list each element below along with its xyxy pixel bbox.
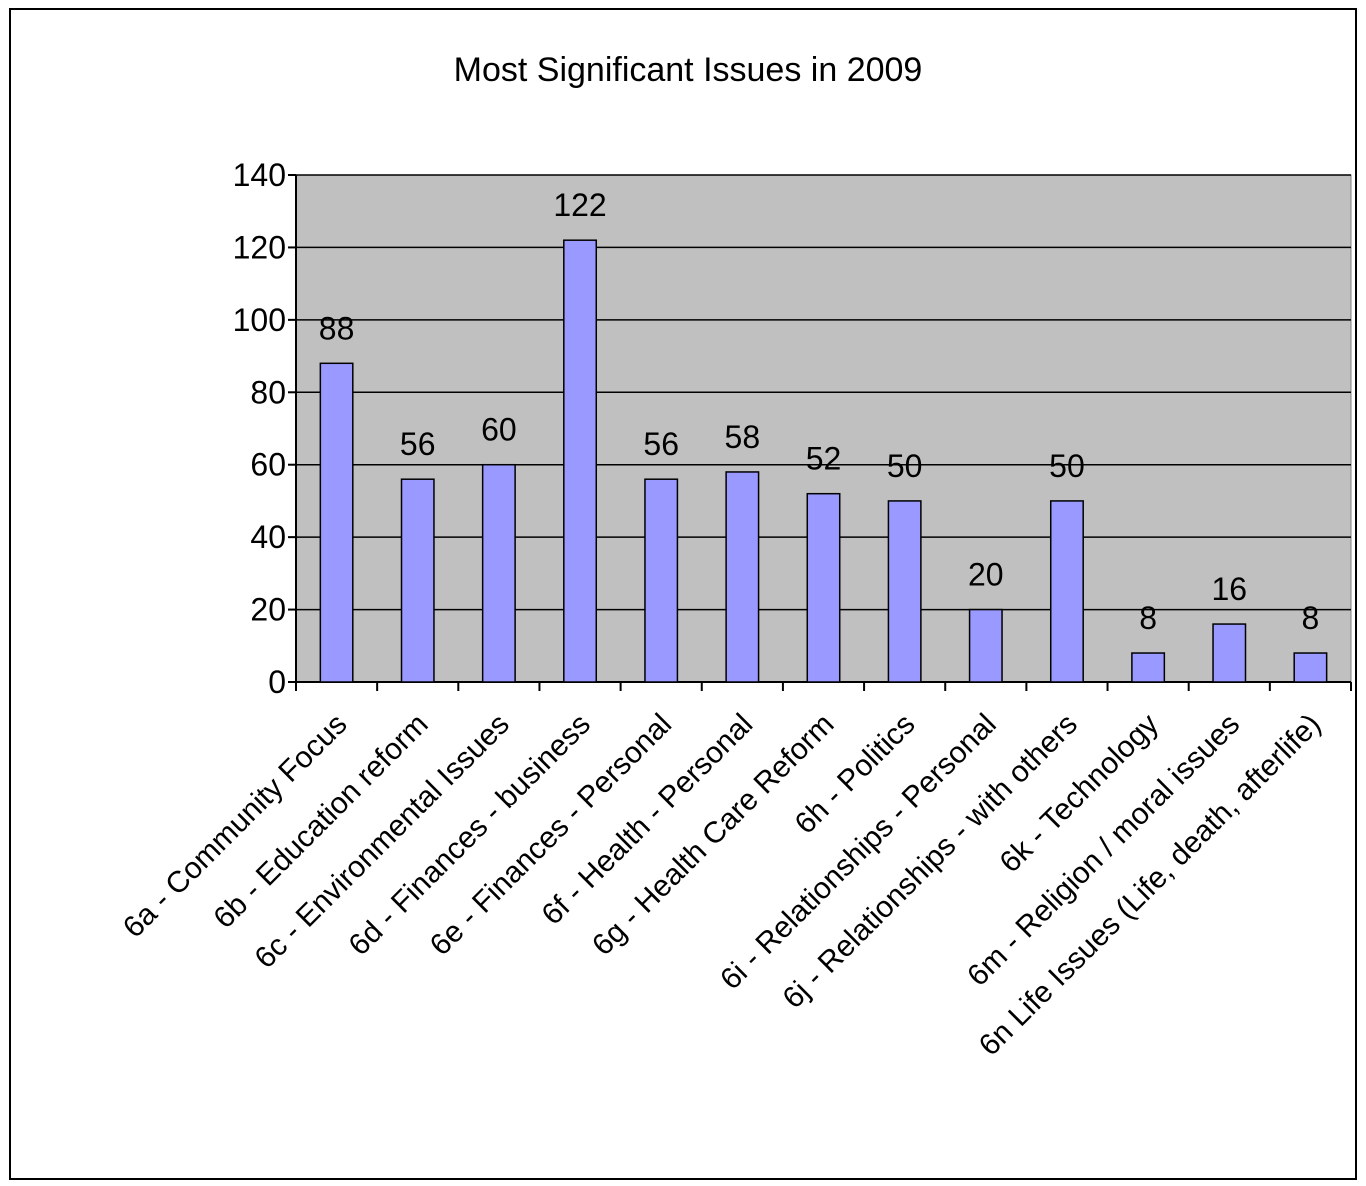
data-label-1: 56 [400,426,436,462]
data-label-4: 56 [643,426,679,462]
data-label-6: 52 [806,441,842,477]
data-label-3: 122 [553,187,606,223]
bar-9 [1049,500,1084,683]
y-tick-label-140: 140 [233,157,286,193]
bar-11 [1212,623,1247,683]
y-tick-label-80: 80 [250,374,286,410]
bar-1 [400,478,435,683]
data-label-5: 58 [725,419,761,455]
chart-title: Most Significant Issues in 2009 [454,51,923,89]
bar-12 [1293,652,1328,683]
data-label-2: 60 [481,412,517,448]
y-tick-label-100: 100 [233,302,286,338]
data-label-0: 88 [319,310,355,346]
category-label-9: 6j - Relationships - with others [776,708,1083,1015]
bar-2 [481,463,516,683]
data-label-11: 16 [1211,571,1247,607]
bar-6 [806,492,841,683]
y-tick-label-0: 0 [268,664,286,700]
data-label-9: 50 [1049,448,1085,484]
bar-10 [1131,652,1166,683]
data-label-12: 8 [1302,600,1320,636]
data-label-10: 8 [1139,600,1157,636]
y-tick-label-40: 40 [250,519,286,555]
data-label-8: 20 [968,557,1004,593]
bar-3 [563,239,598,683]
bar-4 [644,478,679,683]
y-tick-label-120: 120 [233,229,286,265]
y-tick-label-20: 20 [250,592,286,628]
bar-0 [319,362,354,683]
y-tick-label-60: 60 [250,447,286,483]
bar-7 [887,500,922,683]
bar-8 [968,608,1003,683]
bar-5 [725,471,760,683]
data-label-7: 50 [887,448,923,484]
